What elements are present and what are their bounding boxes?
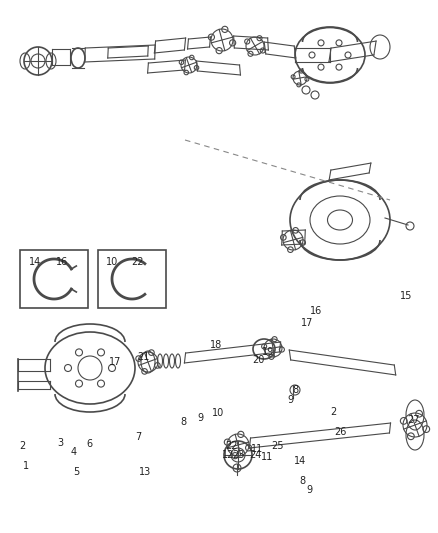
Text: 14: 14 bbox=[29, 257, 41, 267]
Text: 8: 8 bbox=[180, 417, 186, 427]
Text: 9: 9 bbox=[287, 395, 293, 405]
Text: 8: 8 bbox=[299, 476, 305, 486]
Text: 2: 2 bbox=[330, 407, 336, 417]
Text: 4: 4 bbox=[71, 447, 77, 457]
Text: 14: 14 bbox=[294, 456, 306, 466]
Text: 10: 10 bbox=[106, 257, 118, 267]
Text: 21: 21 bbox=[137, 352, 149, 362]
Bar bbox=[20, 250, 88, 308]
Text: 24: 24 bbox=[249, 450, 261, 460]
Text: 16: 16 bbox=[310, 306, 322, 316]
Text: 17: 17 bbox=[109, 357, 121, 367]
Text: 23: 23 bbox=[232, 450, 244, 460]
Text: 7: 7 bbox=[135, 432, 141, 442]
Text: 27: 27 bbox=[407, 415, 419, 425]
Text: 11: 11 bbox=[251, 444, 263, 454]
Text: 5: 5 bbox=[73, 467, 79, 477]
Text: 26: 26 bbox=[334, 427, 346, 437]
Text: 19: 19 bbox=[262, 347, 274, 357]
Text: 9: 9 bbox=[306, 485, 312, 495]
Text: 22: 22 bbox=[226, 441, 238, 451]
Bar bbox=[98, 250, 166, 308]
Text: 6: 6 bbox=[86, 439, 92, 449]
Text: 15: 15 bbox=[400, 291, 412, 301]
Text: 22: 22 bbox=[131, 257, 143, 267]
Text: 1: 1 bbox=[23, 461, 29, 471]
Text: 9: 9 bbox=[197, 413, 203, 423]
Text: 10: 10 bbox=[212, 408, 224, 418]
Text: 18: 18 bbox=[210, 340, 222, 350]
Text: 2: 2 bbox=[19, 441, 25, 451]
Text: 25: 25 bbox=[272, 441, 284, 451]
Text: 13: 13 bbox=[139, 467, 151, 477]
Text: 16: 16 bbox=[56, 257, 68, 267]
Text: 20: 20 bbox=[252, 355, 264, 365]
Text: 12: 12 bbox=[222, 450, 234, 460]
Text: 11: 11 bbox=[261, 452, 273, 462]
Text: 17: 17 bbox=[301, 318, 313, 328]
Text: 8: 8 bbox=[292, 385, 298, 395]
Text: 3: 3 bbox=[57, 438, 63, 448]
